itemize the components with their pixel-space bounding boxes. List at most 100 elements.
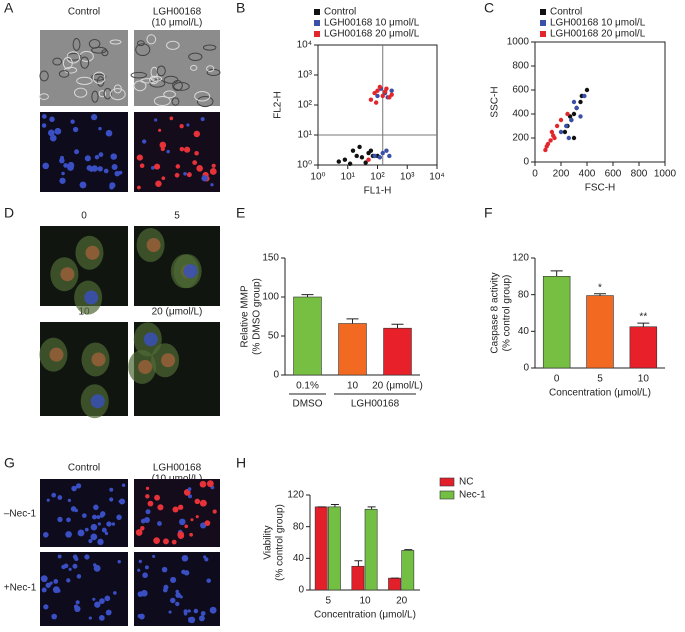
x-axis-label: Concentration (μmol/L) <box>314 610 416 621</box>
point <box>554 123 560 129</box>
cell <box>149 75 159 85</box>
cell <box>109 88 126 101</box>
nucleus <box>114 170 121 177</box>
nucleus <box>91 114 98 121</box>
nucleus <box>121 483 126 487</box>
nucleus <box>65 531 72 538</box>
y-tick-label: 150 <box>262 253 279 264</box>
point <box>375 88 380 93</box>
nucleus <box>169 116 174 121</box>
cell <box>109 39 122 45</box>
nucleus <box>172 506 179 513</box>
point <box>558 129 564 135</box>
cell <box>163 75 179 84</box>
nucleus <box>104 531 109 536</box>
cell <box>39 93 49 100</box>
nucleus <box>183 264 198 279</box>
nucleus <box>113 591 117 595</box>
nucleus <box>42 114 47 119</box>
point <box>574 105 579 111</box>
bar <box>401 550 415 591</box>
nucleus <box>138 559 143 564</box>
legend-label: LGH00168 20 μmol/L <box>550 29 646 40</box>
x-tick-label: 1000 <box>654 169 677 180</box>
nucleus <box>85 245 100 260</box>
nucleus <box>117 559 121 564</box>
x-tick-label: 800 <box>631 169 648 180</box>
point <box>347 161 353 166</box>
nucleus <box>155 180 162 187</box>
nucleus <box>110 153 118 160</box>
image-label: 5 <box>174 211 180 222</box>
cell <box>146 34 157 45</box>
nucleus <box>81 513 87 518</box>
y-tick-label: 80 <box>293 521 305 532</box>
nucleus <box>196 165 203 172</box>
point <box>549 129 555 135</box>
nucleus <box>76 574 82 579</box>
x-tick-label: 20 <box>396 596 408 607</box>
legend-swatch <box>314 9 320 15</box>
column-label: LGH00168 <box>153 463 202 474</box>
nucleus <box>141 139 147 144</box>
group-label: LGH00168 <box>351 399 400 410</box>
point <box>548 138 553 143</box>
nucleus <box>140 526 145 531</box>
nucleus <box>211 163 216 168</box>
nucleus <box>63 563 69 569</box>
cell <box>135 43 151 57</box>
nucleus <box>161 353 176 368</box>
cell <box>72 37 81 51</box>
significance: ** <box>639 312 647 323</box>
x-tick-label: 400 <box>579 169 596 180</box>
nucleus <box>206 578 211 583</box>
legend-label: NC <box>459 477 473 488</box>
nucleus <box>49 347 64 362</box>
nucleus <box>104 595 111 602</box>
nucleus <box>200 117 205 122</box>
nucleus <box>177 504 184 510</box>
legend-swatch <box>314 20 320 26</box>
column-label: LGH00168 <box>153 7 202 18</box>
error-bar <box>637 322 650 327</box>
nucleus <box>106 521 112 527</box>
nucleus <box>92 597 96 601</box>
y-tick-label: 800 <box>512 61 529 72</box>
nucleus <box>45 582 51 588</box>
nucleus <box>72 126 79 133</box>
image-label: 20 (μmol/L) <box>152 307 203 318</box>
nucleus <box>57 516 63 523</box>
point <box>551 133 556 138</box>
error-bar <box>594 293 606 296</box>
nucleus <box>162 538 169 545</box>
panel-label: F <box>484 205 493 221</box>
nucleus <box>186 123 190 127</box>
column-label: (10 μmol/L) <box>152 18 203 29</box>
nucleus <box>88 538 93 544</box>
panel-label: H <box>236 455 246 471</box>
bar <box>314 506 328 591</box>
nucleus <box>111 164 118 170</box>
nucleus <box>103 168 109 174</box>
nucleus <box>97 522 101 526</box>
legend-swatch <box>540 20 546 26</box>
nucleus <box>192 160 198 165</box>
point <box>377 84 383 90</box>
nucleus <box>153 537 160 544</box>
point <box>363 160 368 165</box>
legend-label: Control <box>324 7 356 18</box>
cell <box>133 80 147 92</box>
nucleus <box>143 332 158 347</box>
cell <box>171 97 180 106</box>
nucleus <box>154 163 161 170</box>
nucleus <box>200 611 206 616</box>
panel-label: E <box>236 205 245 221</box>
nucleus <box>75 600 80 605</box>
cell <box>188 52 203 61</box>
y-axis-label: Viability <box>263 525 274 559</box>
nucleus <box>183 146 191 153</box>
nucleus <box>89 168 94 172</box>
error-bar <box>330 504 339 507</box>
y-tick-label: 0 <box>298 585 304 596</box>
nucleus <box>175 164 181 169</box>
